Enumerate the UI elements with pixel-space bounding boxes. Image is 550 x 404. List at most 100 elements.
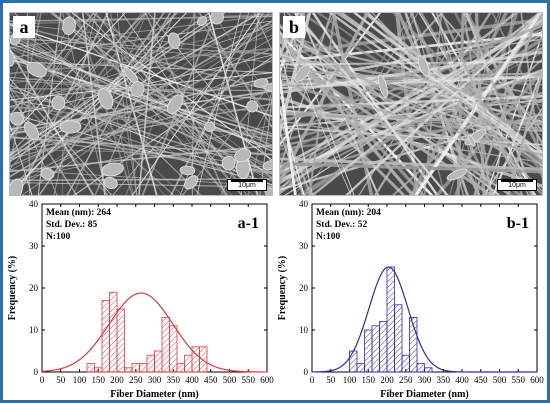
histogram-bar (176, 363, 185, 373)
sem-fiber (280, 44, 314, 195)
sem-fiber (280, 162, 542, 174)
histogram-bar (101, 300, 110, 373)
sem-bead (130, 81, 145, 98)
sem-fiber (10, 23, 272, 85)
sem-bead (62, 16, 76, 35)
sem-bead (210, 13, 224, 25)
sem-fiber-texture-a (10, 13, 272, 195)
sem-fiber (10, 13, 148, 195)
sem-bead (40, 168, 55, 180)
sem-bead (51, 95, 66, 111)
sem-fiber (280, 36, 415, 195)
sem-fiber (192, 13, 272, 122)
sem-fiber (53, 13, 97, 195)
sem-fiber (212, 13, 272, 103)
sem-fiber (280, 69, 297, 195)
sem-bead (246, 100, 259, 113)
scale-bar-line-b (501, 180, 533, 182)
sem-fiber (280, 30, 352, 195)
sem-bead (467, 134, 476, 147)
sem-fiber (280, 66, 542, 102)
sem-bead (10, 50, 15, 67)
x-tick-label: 500 (223, 375, 237, 385)
histogram-bar (169, 325, 178, 373)
sem-bead (253, 78, 269, 88)
scale-bar-line-a (231, 180, 263, 182)
x-axis-title: Fiber Diameter (nm) (110, 389, 199, 400)
sem-fiber (506, 68, 542, 195)
sem-fiber (280, 23, 542, 169)
sem-fiber (392, 13, 542, 165)
sem-fiber (10, 61, 272, 73)
sem-fiber (10, 47, 95, 195)
sem-fiber (121, 13, 248, 195)
scale-bar-label-a: 10μm (238, 182, 256, 189)
scale-bar-label-b: 10μm (508, 182, 526, 189)
sem-fiber (280, 118, 313, 195)
histogram-bar (94, 367, 103, 373)
sem-bead (10, 178, 23, 195)
sem-fiber (10, 77, 113, 195)
histogram-bar (409, 317, 418, 373)
x-tick-label: 350 (167, 375, 181, 385)
sem-image-b: b 10μm (279, 12, 543, 196)
x-tick-label: 500 (493, 375, 507, 385)
y-tick-label: 0 (34, 367, 39, 377)
sem-fiber (280, 13, 336, 115)
sem-fiber (10, 20, 272, 178)
sem-bead (197, 16, 207, 27)
x-tick-label: 450 (474, 375, 488, 385)
sem-fiber (293, 13, 449, 195)
y-tick-label: 40 (29, 199, 39, 209)
sem-bead (167, 32, 181, 49)
sem-bead (417, 55, 430, 77)
sem-fiber (280, 54, 542, 103)
sem-fiber (358, 13, 472, 195)
sem-bead (166, 94, 184, 114)
sem-fiber (10, 24, 272, 117)
sem-bead (262, 160, 272, 171)
sem-fiber (10, 84, 272, 186)
x-tick-label: 450 (204, 375, 218, 385)
sem-fiber (10, 136, 272, 156)
x-tick-label: 150 (92, 375, 106, 385)
gaussian-fit-curve (311, 266, 537, 373)
sem-fiber (10, 76, 272, 136)
histogram-bar (199, 346, 208, 373)
sem-fiber (280, 107, 305, 195)
y-axis-title: Frequency (%) (277, 256, 288, 321)
sem-fiber (280, 32, 542, 118)
sem-fiber (280, 76, 542, 89)
sem-fiber (10, 47, 272, 75)
sem-fiber (491, 13, 542, 118)
panel-label-a: a (13, 16, 35, 38)
sem-fiber (280, 81, 542, 157)
x-tick-label: 350 (437, 375, 451, 385)
sem-fiber (10, 13, 256, 194)
x-tick-label: 550 (242, 375, 256, 385)
sem-fiber (280, 34, 426, 195)
sem-fiber (10, 13, 220, 156)
sem-fiber (21, 25, 272, 195)
sem-bead (97, 88, 114, 110)
histogram-chart-a1: 0 10 20 30 40 0 50 100 150 200 250 300 350 400 450 500 5… (5, 196, 275, 404)
histogram-bar (401, 354, 410, 373)
histogram-bar (116, 308, 125, 373)
gaussian-fit-curve (41, 292, 268, 373)
x-tick-label: 400 (455, 375, 469, 385)
sem-fiber (10, 105, 272, 137)
histogram-bar (394, 304, 403, 373)
x-tick-label: 600 (530, 375, 544, 385)
scale-bar-a: 10μm (227, 179, 267, 191)
histogram-bar (356, 363, 365, 373)
stats-line: N:100 (46, 232, 71, 242)
histogram-bar (86, 363, 95, 373)
histogram-bar (379, 321, 388, 373)
chart-panel-label: a-1 (238, 215, 259, 232)
sem-fiber (280, 157, 542, 171)
sem-fiber (254, 13, 272, 52)
x-tick-label: 250 (129, 375, 143, 385)
x-tick-label: 250 (399, 375, 413, 385)
x-tick-label: 400 (185, 375, 199, 385)
